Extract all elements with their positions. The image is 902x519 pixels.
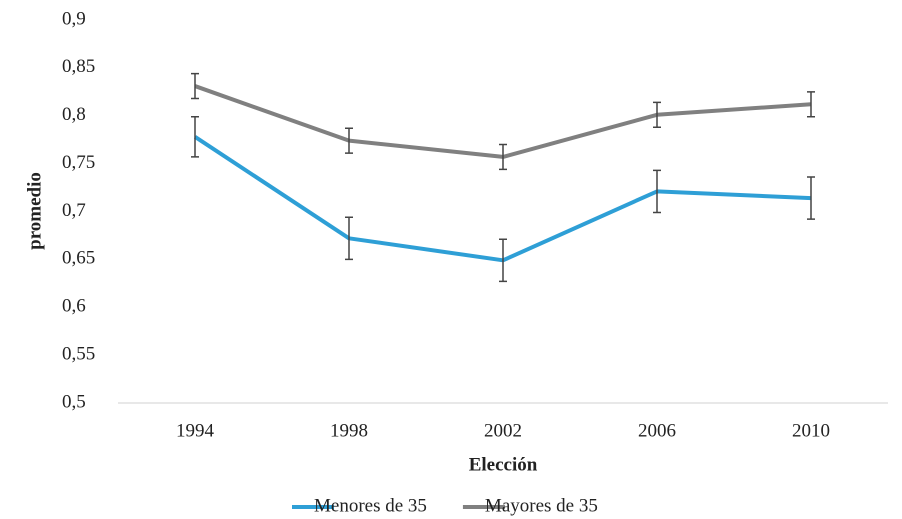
y-tick-label: 0,8 bbox=[62, 104, 86, 125]
error-bar bbox=[499, 238, 507, 283]
y-tick-label: 0,6 bbox=[62, 296, 86, 317]
error-bar bbox=[499, 143, 507, 171]
error-bar bbox=[191, 115, 199, 158]
y-tick-label: 0,7 bbox=[62, 200, 86, 221]
x-tick-label: 2006 bbox=[638, 420, 676, 441]
y-tick-label: 0,75 bbox=[62, 152, 95, 173]
y-tick-label: 0,5 bbox=[62, 391, 86, 412]
y-tick-label: 0,85 bbox=[62, 56, 95, 77]
x-axis-label: Elección bbox=[469, 454, 538, 475]
x-tick-label: 1994 bbox=[176, 420, 215, 441]
error-bar bbox=[807, 91, 815, 118]
error-bar bbox=[345, 216, 353, 261]
error-bar bbox=[653, 169, 661, 214]
x-tick-label: 2010 bbox=[792, 420, 830, 441]
y-tick-label: 0,55 bbox=[62, 343, 95, 364]
y-tick-label: 0,9 bbox=[62, 8, 86, 29]
y-axis-label: promedio bbox=[24, 172, 45, 250]
error-bar bbox=[653, 101, 661, 128]
error-bar bbox=[191, 72, 199, 100]
x-tick-label: 2002 bbox=[484, 420, 522, 441]
legend-label: Menores de 35 bbox=[314, 495, 427, 516]
error-bar bbox=[345, 127, 353, 154]
legend-label: Mayores de 35 bbox=[485, 495, 598, 516]
y-tick-label: 0,65 bbox=[62, 248, 95, 269]
x-tick-label: 1998 bbox=[330, 420, 368, 441]
error-bar bbox=[807, 176, 815, 220]
